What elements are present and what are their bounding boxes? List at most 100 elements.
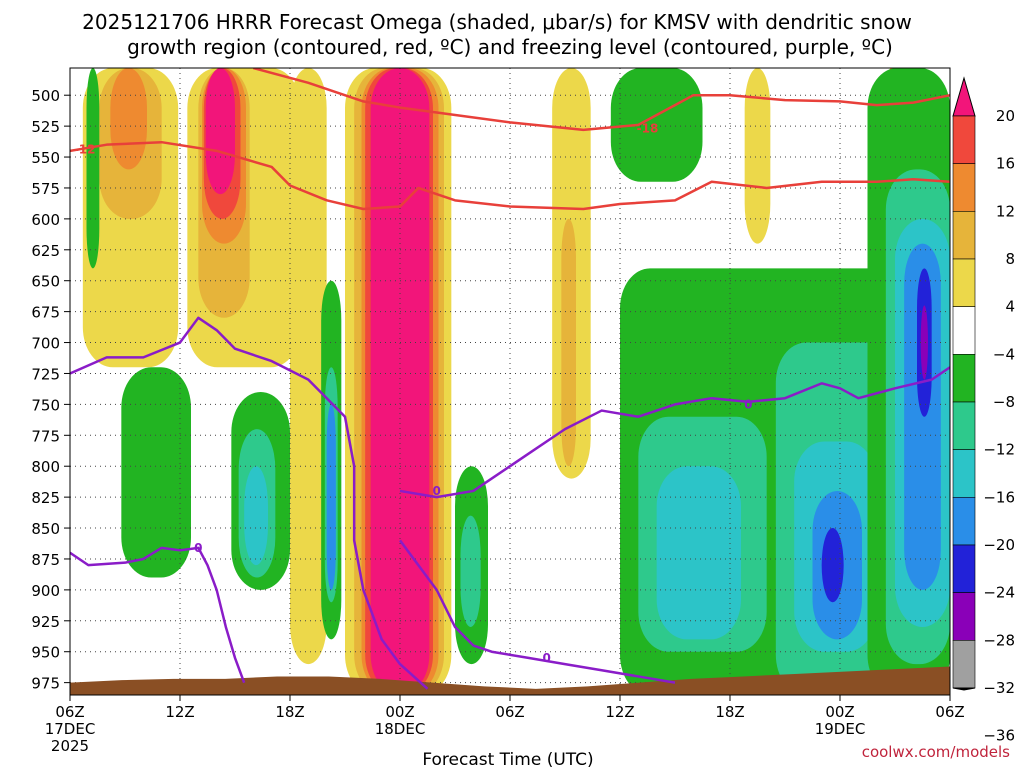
colorbar-bottom-arrow	[952, 687, 976, 691]
freezing-contour-line	[70, 546, 246, 684]
colorbar-segment	[952, 497, 976, 546]
colorbar-tick-label: 20	[996, 107, 1015, 125]
omega-region	[326, 404, 336, 590]
colorbar-segment	[952, 640, 976, 689]
x-tick-label: 06Z	[55, 703, 84, 721]
colorbar-segment	[952, 115, 976, 164]
y-tick-label: 500	[31, 87, 60, 105]
colorbar-tick-label: −24	[983, 584, 1015, 602]
y-tick-label: 750	[31, 396, 60, 414]
chart-title-line1: 2025121706 HRRR Forecast Omega (shaded, …	[82, 10, 912, 34]
colorbar-segment	[952, 544, 976, 593]
y-tick-label: 700	[31, 335, 60, 353]
omega-shading	[82, 68, 950, 695]
x-tick-label: 2025	[51, 737, 89, 755]
y-axis: 500 525 550 575 600 625 650 675 700 725 750 775 800 8…	[31, 87, 70, 693]
terrain-fill	[70, 666, 950, 695]
terrain	[70, 666, 950, 695]
omega-region	[744, 68, 771, 244]
colorbar: 20 16 12 8 4 −4 −8 −12 −16 −20 −24 −28 −32 −36	[952, 76, 1015, 745]
x-tick-label: 12Z	[605, 703, 634, 721]
colorbar-segment	[952, 449, 976, 498]
x-tick-label: 19DEC	[815, 720, 866, 738]
omega-region	[110, 68, 147, 170]
freezing-contour-line	[398, 539, 676, 684]
colorbar-tick-label: −16	[983, 488, 1015, 506]
freezing-contour-label: 0	[744, 397, 752, 411]
omega-region	[656, 466, 741, 640]
y-tick-label: 650	[31, 273, 60, 291]
y-tick-label: 900	[31, 582, 60, 600]
x-tick-label: 06Z	[935, 703, 964, 721]
y-tick-label: 950	[31, 644, 60, 662]
dgz-contour-line	[70, 140, 950, 211]
freezing-contour-label: 0	[194, 541, 202, 555]
colorbar-segment	[952, 401, 976, 450]
y-tick-label: 975	[31, 675, 60, 693]
colorbar-segment	[952, 211, 976, 260]
grid-lines	[70, 68, 950, 695]
x-tick-label: 00Z	[825, 703, 854, 721]
y-tick-label: 550	[31, 149, 60, 167]
dgz-contour-label: -12	[74, 143, 96, 157]
y-tick-label: 625	[31, 242, 60, 260]
y-tick-label: 675	[31, 304, 60, 322]
colorbar-segment	[952, 354, 976, 403]
colorbar-top-arrow	[952, 76, 976, 117]
freezing-contour-line	[70, 316, 429, 690]
x-tick-label: 18DEC	[375, 720, 426, 738]
chart-title-line2: growth region (contoured, red, ºC) and f…	[127, 35, 893, 59]
colorbar-tick-label: −12	[983, 441, 1015, 459]
omega-region	[205, 68, 235, 195]
freezing-level-contours: 0 0 0 0	[70, 316, 950, 690]
omega-region	[460, 515, 481, 627]
colorbar-segment	[952, 258, 976, 307]
colorbar-tick-label: −20	[983, 536, 1015, 554]
x-tick-label: 00Z	[385, 703, 414, 721]
dgz-contour-label: -18	[637, 122, 659, 136]
y-tick-label: 600	[31, 211, 60, 229]
colorbar-tick-label: −32	[983, 679, 1015, 697]
x-tick-label: 06Z	[495, 703, 524, 721]
omega-region	[610, 68, 703, 182]
freezing-contour-label: 0	[432, 484, 440, 498]
x-tick-label: 12Z	[165, 703, 194, 721]
colorbar-tick-label: −8	[993, 393, 1015, 411]
freezing-contour-label: 0	[542, 651, 550, 665]
x-tick-label: 18Z	[715, 703, 744, 721]
colorbar-tick-label: −36	[983, 727, 1015, 745]
y-tick-label: 800	[31, 458, 60, 476]
colorbar-segment	[952, 306, 976, 355]
colorbar-tick-label: −4	[993, 345, 1015, 363]
plot-area: -18 -12 0 0 0 0	[70, 68, 950, 695]
colorbar-segment	[952, 592, 976, 641]
colorbar-tick-label: 8	[1005, 250, 1015, 268]
omega-region	[920, 305, 928, 380]
y-tick-label: 875	[31, 551, 60, 569]
omega-region	[121, 367, 191, 578]
x-tick-label: 18Z	[275, 703, 304, 721]
y-tick-label: 925	[31, 613, 60, 631]
x-axis-label: Forecast Time (UTC)	[422, 750, 593, 768]
dgz-contour-line	[253, 68, 950, 132]
credit-link[interactable]: coolwx.com/models	[862, 743, 1010, 761]
omega-region	[370, 68, 430, 695]
omega-region	[244, 466, 268, 566]
colorbar-tick-label: 12	[996, 202, 1015, 220]
colorbar-segment	[952, 163, 976, 212]
freezing-contour-line	[399, 366, 950, 499]
y-tick-label: 725	[31, 365, 60, 383]
y-tick-label: 775	[31, 427, 60, 445]
dendritic-growth-contours: -18 -12	[70, 68, 950, 211]
y-tick-label: 850	[31, 520, 60, 538]
x-tick-label: 17DEC	[45, 720, 96, 738]
omega-region	[86, 68, 100, 269]
colorbar-tick-label: −28	[983, 631, 1015, 649]
colorbar-tick-label: 16	[996, 155, 1015, 173]
y-tick-label: 575	[31, 180, 60, 198]
omega-region	[290, 68, 327, 665]
omega-region	[821, 528, 844, 603]
y-tick-label: 525	[31, 118, 60, 136]
